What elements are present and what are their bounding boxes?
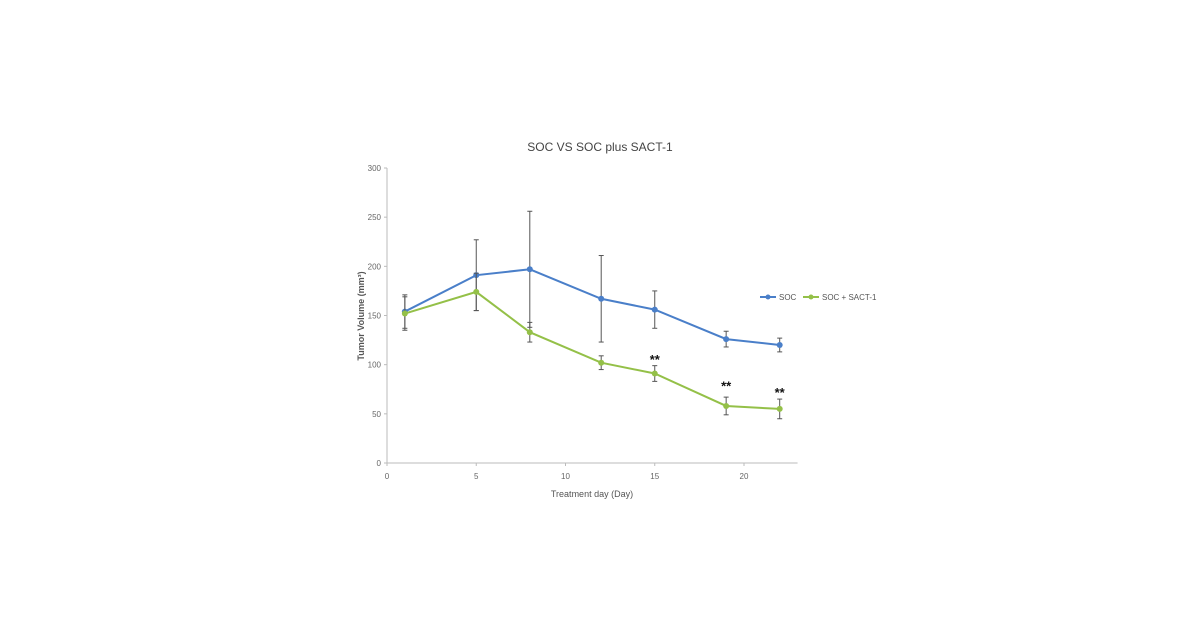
y-tick-label: 200 xyxy=(368,262,382,271)
legend-label: SOC + SACT-1 xyxy=(822,293,877,302)
chart-title: SOC VS SOC plus SACT-1 xyxy=(527,140,673,154)
y-tick-label: 150 xyxy=(368,312,382,321)
data-point xyxy=(776,342,783,348)
significance-marker: ** xyxy=(650,352,661,367)
data-point xyxy=(723,402,730,409)
y-tick-label: 100 xyxy=(368,361,382,370)
data-point xyxy=(598,359,605,366)
data-point xyxy=(651,306,658,313)
y-axis-label: Tumor Volume (mm³) xyxy=(356,271,366,360)
data-point xyxy=(651,370,658,377)
significance-marker: ** xyxy=(775,385,786,400)
x-tick-label: 15 xyxy=(650,472,659,481)
x-axis-label: Treatment day (Day) xyxy=(551,489,633,499)
y-tick-label: 250 xyxy=(368,213,382,222)
data-point xyxy=(401,310,408,317)
x-tick-label: 0 xyxy=(385,472,390,481)
x-tick-label: 5 xyxy=(474,472,479,481)
legend-label: SOC xyxy=(779,293,797,302)
x-tick-label: 10 xyxy=(561,472,570,481)
data-point xyxy=(473,288,480,295)
x-tick-label: 20 xyxy=(740,472,749,481)
y-tick-label: 300 xyxy=(368,164,382,173)
legend-marker xyxy=(765,294,771,300)
data-point xyxy=(723,336,730,343)
data-point xyxy=(598,295,605,302)
data-point xyxy=(526,329,533,336)
series-line-soc xyxy=(404,268,780,346)
data-point xyxy=(776,405,783,412)
data-point xyxy=(526,266,533,273)
y-tick-label: 0 xyxy=(377,459,382,468)
y-tick-label: 50 xyxy=(372,410,381,419)
legend-marker xyxy=(808,294,814,300)
significance-marker: ** xyxy=(721,378,732,393)
